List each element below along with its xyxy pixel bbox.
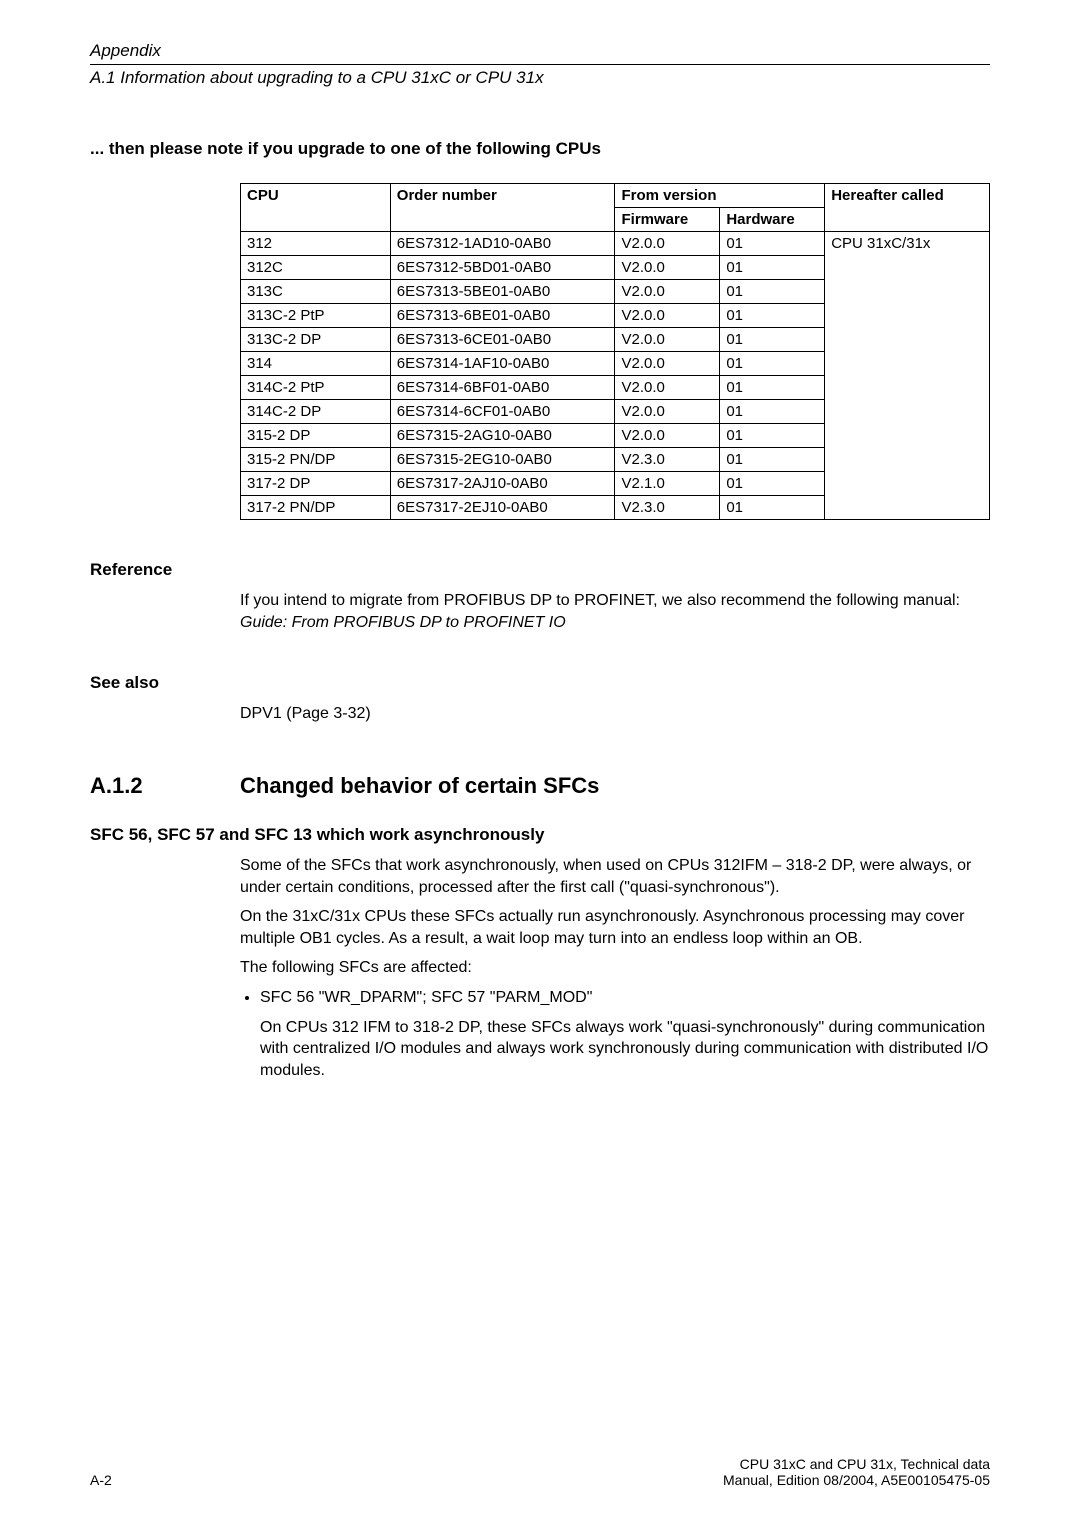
- section-title: Changed behavior of certain SFCs: [240, 773, 599, 799]
- section-number: A.1.2: [90, 773, 240, 799]
- cell-order: 6ES7314-6CF01-0AB0: [390, 400, 615, 424]
- sfc-bullet-list: SFC 56 "WR_DPARM"; SFC 57 "PARM_MOD" On …: [240, 987, 990, 1081]
- cell-cpu: 313C-2 DP: [241, 328, 391, 352]
- cell-cpu: 315-2 PN/DP: [241, 448, 391, 472]
- section-row: A.1.2 Changed behavior of certain SFCs: [90, 773, 990, 799]
- cpu-table: CPU Order number From version Hereafter …: [240, 183, 990, 520]
- cell-order: 6ES7315-2EG10-0AB0: [390, 448, 615, 472]
- cell-hardware: 01: [720, 472, 825, 496]
- cell-cpu: 313C: [241, 280, 391, 304]
- cell-firmware: V2.0.0: [615, 304, 720, 328]
- cell-order: 6ES7314-6BF01-0AB0: [390, 376, 615, 400]
- sfc-heading: SFC 56, SFC 57 and SFC 13 which work asy…: [90, 825, 990, 845]
- cell-cpu: 313C-2 PtP: [241, 304, 391, 328]
- cell-hardware: 01: [720, 448, 825, 472]
- footer-right-line2: Manual, Edition 08/2004, A5E00105475-05: [723, 1472, 990, 1488]
- header-appendix: Appendix: [90, 40, 990, 62]
- cell-cpu: 314: [241, 352, 391, 376]
- upgrade-heading: ... then please note if you upgrade to o…: [90, 139, 990, 159]
- sfc-para3: The following SFCs are affected:: [240, 957, 990, 979]
- page-footer: A-2 CPU 31xC and CPU 31x, Technical data…: [90, 1456, 990, 1488]
- reference-text-italic: Guide: From PROFIBUS DP to PROFINET IO: [240, 614, 566, 631]
- cell-firmware: V2.0.0: [615, 400, 720, 424]
- sfc-bullet-block: SFC 56 "WR_DPARM"; SFC 57 "PARM_MOD" On …: [240, 987, 990, 1081]
- cell-order: 6ES7314-1AF10-0AB0: [390, 352, 615, 376]
- cell-hardware: 01: [720, 280, 825, 304]
- seealso-text: DPV1 (Page 3-32): [240, 703, 990, 725]
- cell-cpu: 317-2 PN/DP: [241, 496, 391, 520]
- sfc-bullet-text: SFC 56 "WR_DPARM"; SFC 57 "PARM_MOD": [260, 989, 592, 1006]
- reference-heading: Reference: [90, 560, 990, 580]
- cell-order: 6ES7315-2AG10-0AB0: [390, 424, 615, 448]
- footer-page-number: A-2: [90, 1472, 112, 1488]
- seealso-heading: See also: [90, 673, 990, 693]
- cell-firmware: V2.0.0: [615, 256, 720, 280]
- header-subtitle: A.1 Information about upgrading to a CPU…: [90, 67, 990, 89]
- cell-cpu: 315-2 DP: [241, 424, 391, 448]
- table-header-row-1: CPU Order number From version Hereafter …: [241, 184, 990, 208]
- cell-firmware: V2.0.0: [615, 232, 720, 256]
- cell-hardware: 01: [720, 256, 825, 280]
- footer-right-line1: CPU 31xC and CPU 31x, Technical data: [723, 1456, 990, 1472]
- cell-hardware: 01: [720, 376, 825, 400]
- cell-order: 6ES7313-6CE01-0AB0: [390, 328, 615, 352]
- footer-right: CPU 31xC and CPU 31x, Technical data Man…: [723, 1456, 990, 1488]
- cell-firmware: V2.0.0: [615, 424, 720, 448]
- cell-order: 6ES7317-2AJ10-0AB0: [390, 472, 615, 496]
- cell-order: 6ES7312-1AD10-0AB0: [390, 232, 615, 256]
- cell-firmware: V2.1.0: [615, 472, 720, 496]
- th-cpu: CPU: [241, 184, 391, 232]
- cell-hardware: 01: [720, 400, 825, 424]
- cell-hardware: 01: [720, 496, 825, 520]
- cell-cpu: 314C-2 PtP: [241, 376, 391, 400]
- cell-cpu: 317-2 DP: [241, 472, 391, 496]
- cell-hardware: 01: [720, 304, 825, 328]
- cell-hereafter: CPU 31xC/31x: [825, 232, 990, 520]
- sfc-bullet-detail: On CPUs 312 IFM to 318-2 DP, these SFCs …: [260, 1017, 990, 1082]
- reference-body: If you intend to migrate from PROFIBUS D…: [240, 590, 990, 633]
- cell-hardware: 01: [720, 232, 825, 256]
- cell-cpu: 314C-2 DP: [241, 400, 391, 424]
- cell-hardware: 01: [720, 352, 825, 376]
- header-rule: [90, 64, 990, 65]
- cpu-table-wrap: CPU Order number From version Hereafter …: [240, 183, 990, 520]
- th-hereafter: Hereafter called: [825, 184, 990, 232]
- sfc-para1: Some of the SFCs that work asynchronousl…: [240, 855, 990, 898]
- table-row: 3126ES7312-1AD10-0AB0V2.0.001CPU 31xC/31…: [241, 232, 990, 256]
- cell-firmware: V2.0.0: [615, 280, 720, 304]
- reference-text-prefix: If you intend to migrate from PROFIBUS D…: [240, 592, 960, 609]
- th-hardware: Hardware: [720, 208, 825, 232]
- cell-cpu: 312: [241, 232, 391, 256]
- sfc-bullet-item: SFC 56 "WR_DPARM"; SFC 57 "PARM_MOD" On …: [260, 987, 990, 1081]
- th-firmware: Firmware: [615, 208, 720, 232]
- cell-firmware: V2.3.0: [615, 496, 720, 520]
- cell-order: 6ES7317-2EJ10-0AB0: [390, 496, 615, 520]
- cell-order: 6ES7313-5BE01-0AB0: [390, 280, 615, 304]
- cell-hardware: 01: [720, 328, 825, 352]
- cell-order: 6ES7313-6BE01-0AB0: [390, 304, 615, 328]
- cell-firmware: V2.0.0: [615, 328, 720, 352]
- th-order: Order number: [390, 184, 615, 232]
- cell-firmware: V2.3.0: [615, 448, 720, 472]
- sfc-para2: On the 31xC/31x CPUs these SFCs actually…: [240, 906, 990, 949]
- cell-firmware: V2.0.0: [615, 376, 720, 400]
- cell-firmware: V2.0.0: [615, 352, 720, 376]
- cell-order: 6ES7312-5BD01-0AB0: [390, 256, 615, 280]
- cell-cpu: 312C: [241, 256, 391, 280]
- cell-hardware: 01: [720, 424, 825, 448]
- th-from-version: From version: [615, 184, 825, 208]
